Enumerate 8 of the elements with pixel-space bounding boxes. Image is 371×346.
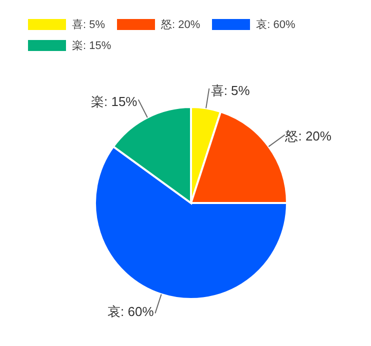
data-label: 哀: 60% [108, 304, 154, 319]
legend-label: 楽: 15% [72, 39, 112, 53]
legend-label: 喜: 5% [72, 18, 106, 32]
legend-label: 怒: 20% [161, 18, 200, 32]
legend-label: 哀: 60% [256, 18, 296, 32]
data-label: 喜: 5% [210, 82, 250, 98]
data-label: 楽: 15% [90, 94, 138, 109]
data-label: 怒: 20% [284, 128, 332, 144]
